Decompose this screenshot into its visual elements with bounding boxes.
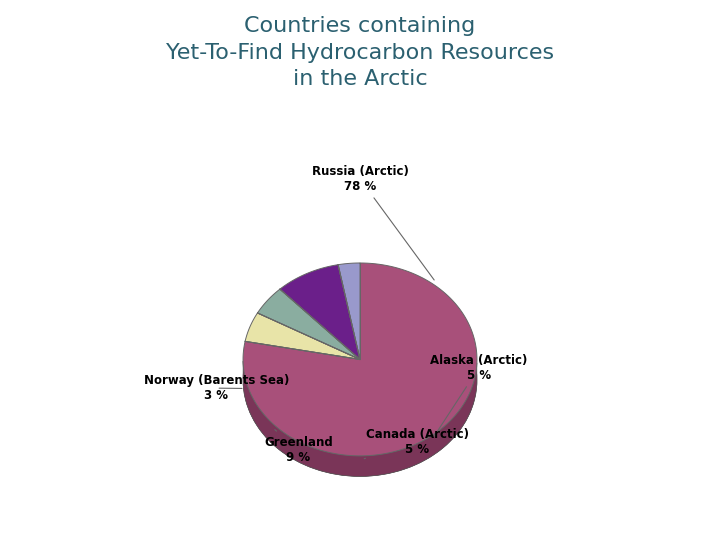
Polygon shape xyxy=(245,313,360,360)
Polygon shape xyxy=(280,265,360,360)
Text: Countries containing
Yet-To-Find Hydrocarbon Resources
in the Arctic: Countries containing Yet-To-Find Hydroca… xyxy=(166,16,554,89)
Text: Norway (Barents Sea)
3 %: Norway (Barents Sea) 3 % xyxy=(144,374,289,402)
Ellipse shape xyxy=(243,284,477,476)
Polygon shape xyxy=(243,361,477,476)
Text: Greenland
9 %: Greenland 9 % xyxy=(264,430,333,464)
Polygon shape xyxy=(243,263,477,456)
Text: Alaska (Arctic)
5 %: Alaska (Arctic) 5 % xyxy=(431,354,528,436)
Text: Russia (Arctic)
78 %: Russia (Arctic) 78 % xyxy=(312,165,434,280)
Text: Canada (Arctic)
5 %: Canada (Arctic) 5 % xyxy=(364,428,469,458)
Polygon shape xyxy=(338,263,360,360)
Polygon shape xyxy=(258,289,360,360)
